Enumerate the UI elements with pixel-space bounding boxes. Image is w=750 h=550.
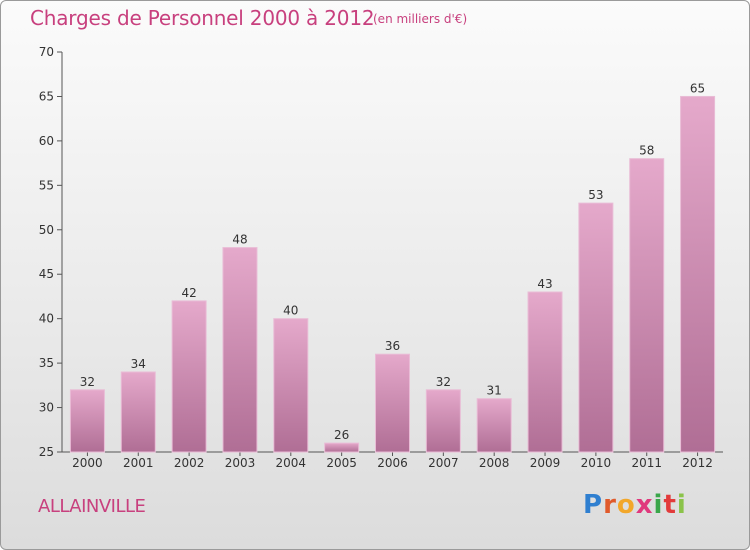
bar-2011: [629, 158, 665, 453]
x-tick-label: 2010: [581, 456, 612, 470]
bar-2007: [425, 389, 461, 453]
proxiti-logo[interactable]: Proxiti: [583, 490, 687, 520]
data-label-2012: 65: [690, 81, 705, 95]
bar-2006: [375, 353, 410, 453]
bar-2002: [171, 300, 207, 453]
data-label-2007: 32: [436, 375, 451, 389]
x-tick-label: 2011: [631, 456, 662, 470]
data-label-2006: 36: [385, 339, 400, 353]
y-tick-label: 25: [39, 445, 54, 459]
x-tick-label: 2009: [530, 456, 561, 470]
chart-subtitle: (en milliers d'€): [373, 12, 468, 26]
data-label-2005: 26: [334, 428, 349, 442]
chart-axes: 25 30 35 40 45 50 55 60 65 70 2000 2001 2002 2003 2004…: [39, 45, 723, 470]
x-tick-label: 2000: [72, 456, 103, 470]
y-tick-label: 70: [39, 45, 54, 59]
y-tick-label: 60: [39, 134, 54, 148]
data-label-2003: 48: [232, 233, 247, 247]
commune-name: ALLAINVILLE: [38, 496, 146, 517]
bar-2001: [120, 371, 156, 453]
y-tick-label: 50: [39, 223, 54, 237]
x-tick-label: 2006: [377, 456, 408, 470]
data-label-2010: 53: [588, 188, 603, 202]
x-tick-label: 2008: [479, 456, 510, 470]
data-label-2002: 42: [181, 286, 196, 300]
data-label-2000: 32: [80, 375, 95, 389]
data-label-2008: 31: [487, 384, 502, 398]
y-tick-label: 40: [39, 312, 54, 326]
y-tick-label: 35: [39, 356, 54, 370]
y-tick-label: 55: [39, 178, 54, 192]
bar-2012: [680, 95, 716, 453]
x-tick-label: 2004: [276, 456, 307, 470]
x-tick-label: 2012: [682, 456, 713, 470]
bar-2010: [578, 202, 614, 453]
bar-2003: [222, 247, 258, 453]
x-tick-label: 2005: [326, 456, 357, 470]
data-label-2009: 43: [537, 277, 552, 291]
bar-2008: [476, 398, 512, 453]
x-tick-label: 2002: [174, 456, 205, 470]
x-tick-label: 2007: [428, 456, 459, 470]
data-label-2001: 34: [131, 357, 146, 371]
chart-title: Charges de Personnel 2000 à 2012: [30, 6, 375, 30]
bar-2000: [69, 389, 105, 453]
data-label-2011: 58: [639, 144, 654, 158]
chart-bars: [69, 95, 716, 453]
y-tick-label: 65: [39, 89, 54, 103]
y-tick-label: 30: [39, 401, 54, 415]
x-tick-label: 2001: [123, 456, 154, 470]
bar-2009: [527, 291, 563, 453]
y-tick-label: 45: [39, 267, 54, 281]
bar-2004: [273, 318, 309, 453]
data-label-2004: 40: [283, 304, 298, 318]
bar-2005: [324, 442, 360, 453]
x-tick-label: 2003: [225, 456, 256, 470]
chart-labels: 32 34 42 48 40 26 36 32 31 43 53 58 65: [80, 81, 705, 442]
